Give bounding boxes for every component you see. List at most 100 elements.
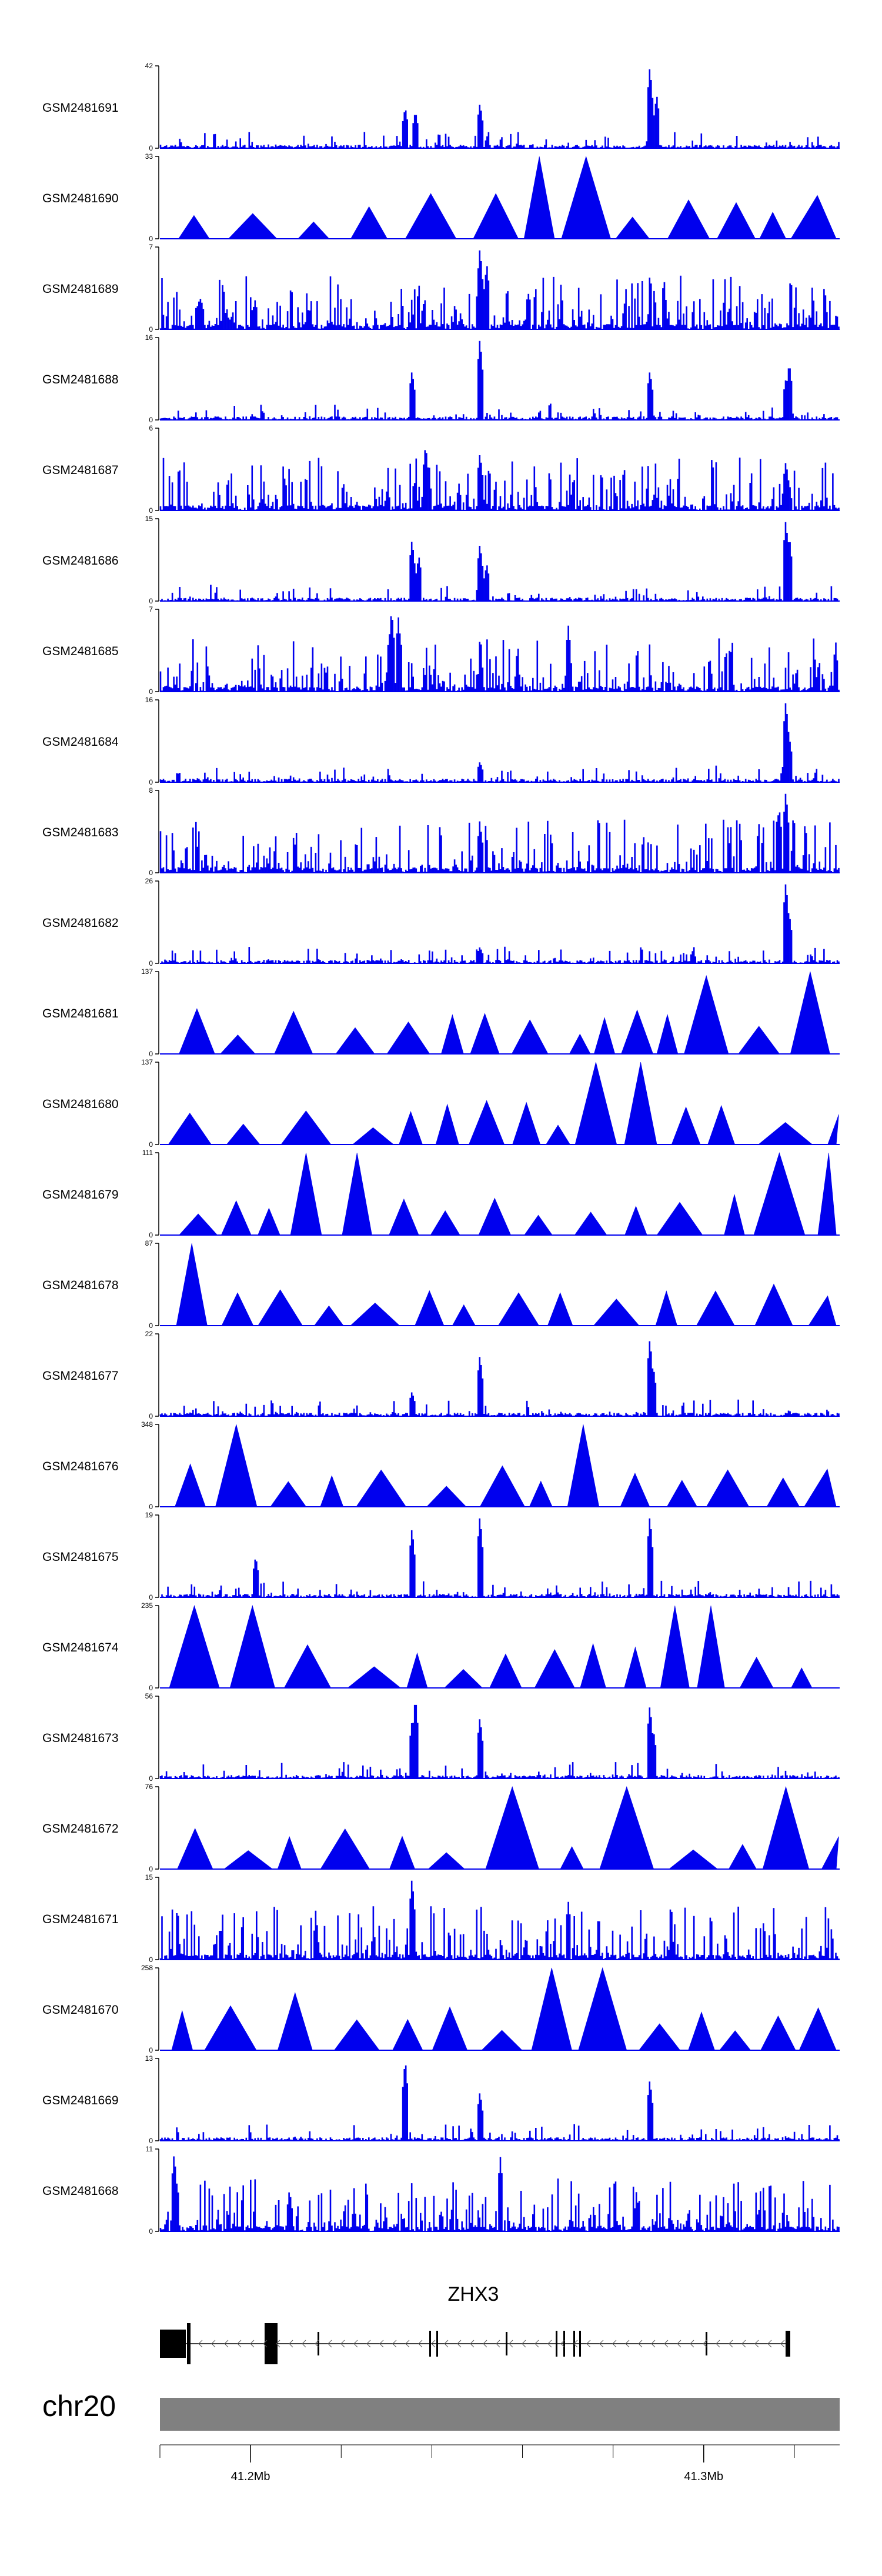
gene-exon [436, 2331, 438, 2357]
gene-exon [429, 2331, 431, 2357]
track-GSM2481688: GSM2481688 16 0 [42, 333, 840, 424]
track-GSM2481671: GSM2481671 15 0 [42, 1873, 840, 1964]
strand-arrow [651, 2340, 656, 2348]
y-axis-max-label: 137 [141, 1058, 153, 1066]
track-label: GSM2481682 [42, 916, 119, 930]
strand-arrow [289, 2340, 293, 2348]
strand-arrow [340, 2340, 345, 2348]
coverage-signal [159, 703, 840, 783]
coverage-signal [160, 1424, 840, 1507]
track-label: GSM2481676 [42, 1460, 119, 1473]
track-label: GSM2481678 [42, 1279, 119, 1292]
strand-arrow [664, 2340, 669, 2348]
y-axis-max-label: 42 [145, 62, 153, 70]
y-axis-zero-label: 0 [149, 1412, 153, 1420]
y-axis-zero-label: 0 [149, 1322, 153, 1330]
track-label: GSM2481669 [42, 2094, 119, 2107]
y-axis-zero-label: 0 [149, 416, 153, 424]
y-axis-max-label: 137 [141, 967, 153, 976]
gene-exon [318, 2332, 319, 2355]
coverage-signal [160, 1604, 840, 1689]
coverage-signal [160, 1152, 840, 1236]
coverage-signal [160, 155, 840, 239]
y-axis-max-label: 33 [145, 152, 153, 161]
gene-exon [563, 2331, 565, 2357]
coverage-signal [159, 250, 840, 330]
y-axis-max-label: 15 [145, 515, 153, 523]
coverage-signal [159, 69, 840, 149]
gene-exon [187, 2323, 191, 2364]
coverage-signal [160, 1786, 840, 1870]
strand-arrow [353, 2340, 358, 2348]
y-axis-max-label: 6 [149, 424, 153, 432]
strand-arrow [716, 2340, 720, 2348]
y-axis-zero-label: 0 [149, 1774, 153, 1783]
track-label: GSM2481689 [42, 282, 119, 296]
track-label: GSM2481684 [42, 735, 119, 749]
strand-arrow [224, 2340, 229, 2348]
strand-arrow [638, 2340, 643, 2348]
y-axis-zero-label: 0 [149, 1865, 153, 1873]
strand-arrow [250, 2340, 255, 2348]
track-GSM2481690: GSM2481690 33 0 [42, 152, 840, 243]
strand-arrow [483, 2340, 487, 2348]
strand-arrow [379, 2340, 384, 2348]
strand-arrow [780, 2340, 785, 2348]
track-label: GSM2481677 [42, 1369, 119, 1383]
coverage-tracks: GSM2481691420GSM2481690330GSM248168970GS… [42, 62, 840, 2235]
y-axis-zero-label: 0 [149, 1593, 153, 1601]
y-axis-max-label: 7 [149, 605, 153, 613]
strand-arrow [237, 2340, 242, 2348]
y-axis-max-label: 13 [145, 2054, 153, 2063]
track-label: GSM2481686 [42, 554, 119, 568]
track-GSM2481681: GSM2481681 137 0 [42, 967, 840, 1058]
y-axis-zero-label: 0 [149, 235, 153, 243]
track-label: GSM2481680 [42, 1097, 119, 1111]
strand-arrow [431, 2340, 436, 2348]
coverage-signal [160, 1967, 840, 2051]
y-axis-zero-label: 0 [149, 778, 153, 786]
y-axis-zero-label: 0 [149, 869, 153, 877]
strand-arrow [560, 2340, 565, 2348]
track-label: GSM2481681 [42, 1007, 119, 1020]
gene-exon [160, 2330, 186, 2358]
track-label: GSM2481690 [42, 192, 119, 205]
strand-arrow [573, 2340, 578, 2348]
gene-exon [506, 2332, 507, 2355]
gene-exon [579, 2331, 581, 2357]
coverage-signal [159, 341, 840, 421]
coverage-signal [159, 1704, 840, 1779]
strand-arrow [534, 2340, 539, 2348]
genomic-axis: 41.2Mb 41.3Mb [159, 2444, 840, 2483]
track-GSM2481691: GSM2481691 42 0 [42, 62, 840, 152]
strand-arrow [690, 2340, 694, 2348]
track-label: GSM2481671 [42, 1913, 119, 1926]
strand-arrow [211, 2340, 216, 2348]
y-axis-zero-label: 0 [149, 1503, 153, 1511]
y-axis-max-label: 76 [145, 1783, 153, 1791]
y-axis-zero-label: 0 [149, 144, 153, 152]
track-GSM2481670: GSM2481670 258 0 [42, 1964, 840, 2054]
strand-arrow [522, 2340, 526, 2348]
track-GSM2481676: GSM2481676 348 0 [42, 1420, 840, 1511]
strand-arrow [586, 2340, 591, 2348]
y-axis-max-label: 111 [142, 1149, 153, 1157]
y-axis-max-label: 348 [141, 1420, 153, 1429]
track-GSM2481689: GSM2481689 7 0 [42, 243, 840, 333]
strand-arrow [392, 2340, 397, 2348]
y-axis-zero-label: 0 [149, 688, 153, 696]
y-axis-zero-label: 0 [149, 2227, 153, 2235]
coverage-signal [159, 884, 840, 964]
y-axis-max-label: 22 [145, 1330, 153, 1338]
strand-arrow [444, 2340, 449, 2348]
coverage-signal [159, 2156, 840, 2232]
y-axis-max-label: 11 [146, 2145, 153, 2153]
y-axis-zero-label: 0 [149, 1050, 153, 1058]
track-GSM2481679: GSM2481679 111 0 [42, 1149, 840, 1239]
track-GSM2481672: GSM2481672 76 0 [42, 1783, 840, 1873]
track-label: GSM2481670 [42, 2003, 119, 2017]
y-axis-max-label: 7 [149, 243, 153, 251]
track-GSM2481684: GSM2481684 16 0 [42, 696, 840, 786]
strand-arrow [754, 2340, 759, 2348]
